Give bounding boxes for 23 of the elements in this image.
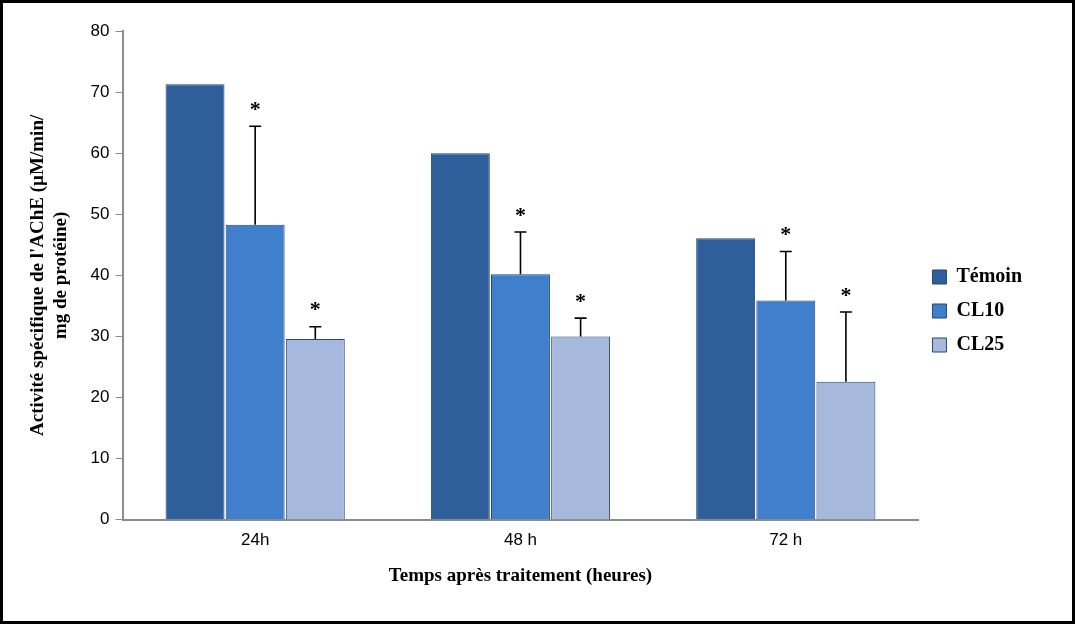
legend-label: Témoin xyxy=(956,264,1023,287)
x-tick-label: 72 h xyxy=(769,529,803,549)
annotation: * xyxy=(249,96,261,121)
annotation: * xyxy=(780,221,792,247)
y-tick-label: 80 xyxy=(90,20,110,40)
y-tick-label: 20 xyxy=(90,387,110,407)
x-tick-label: 24h xyxy=(240,529,270,549)
y-tick-label: 40 xyxy=(90,265,110,285)
annotation: * xyxy=(840,281,852,307)
legend-label: CL10 xyxy=(956,298,1005,321)
y-tick-label: 30 xyxy=(90,326,110,346)
y-tick-label: 60 xyxy=(90,142,110,162)
y-tick-label: 0 xyxy=(100,509,110,529)
x-axis-title: Temps après traitement (heures) xyxy=(388,563,653,586)
annotation: * xyxy=(575,287,587,313)
x-tick-label: 48 h xyxy=(503,529,538,549)
legend-label: CL25 xyxy=(956,332,1005,355)
y-axis-title: Activité spécifique de l'AChE (µM/min/ mg de protéine) xyxy=(26,114,72,437)
annotation: * xyxy=(309,296,321,322)
y-tick-label: 70 xyxy=(90,81,110,101)
annotation: * xyxy=(514,201,526,227)
y-tick-label: 50 xyxy=(90,203,110,223)
y-tick-label: 10 xyxy=(90,448,110,468)
